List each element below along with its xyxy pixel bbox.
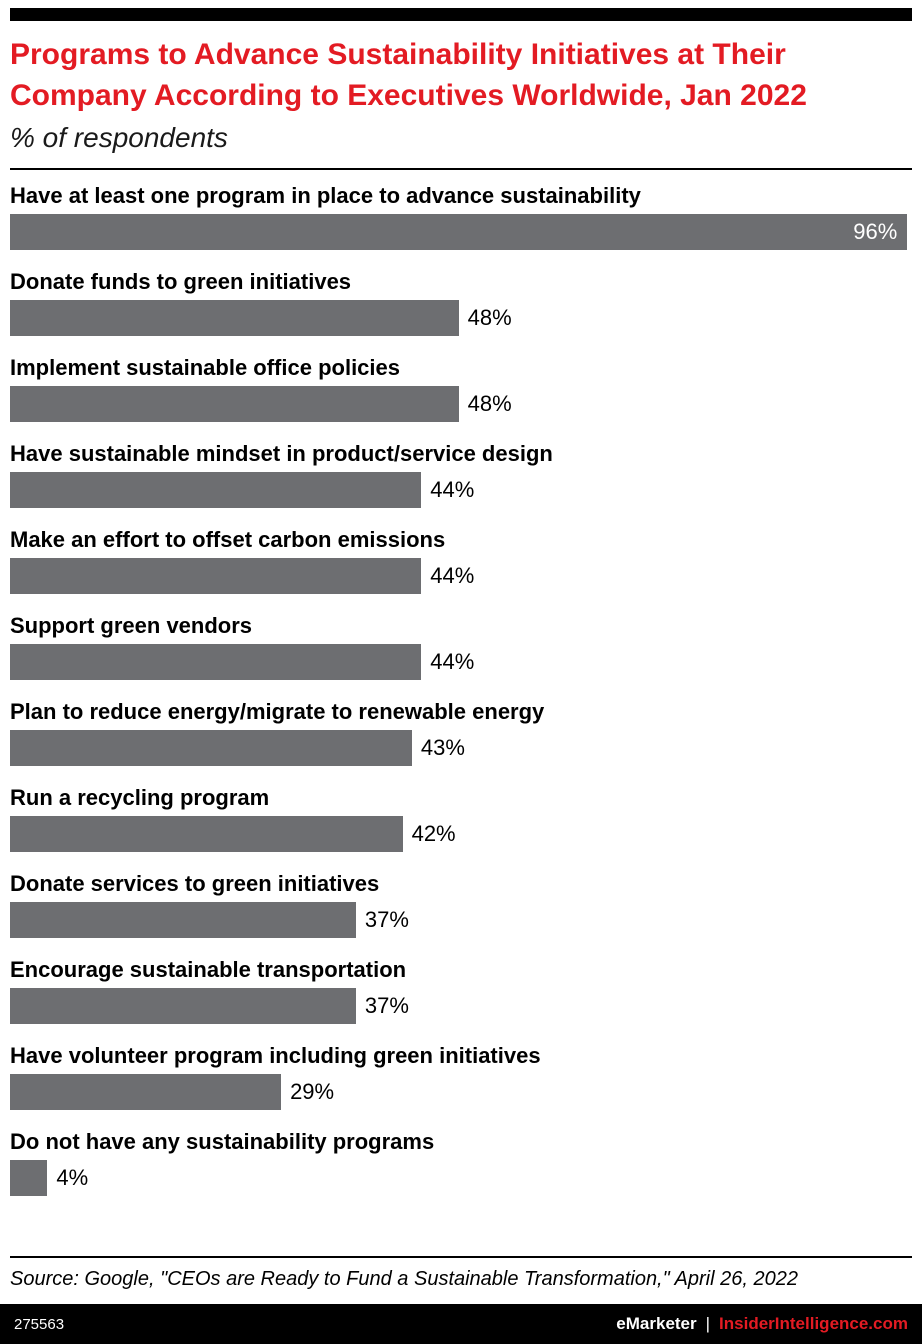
- bar-track: 96%: [10, 214, 912, 250]
- bar-value-label: 37%: [364, 907, 409, 932]
- bar-track: 44%: [10, 644, 912, 680]
- bar-category-label: Do not have any sustainability programs: [10, 1129, 435, 1154]
- bar-category-label: Make an effort to offset carbon emission…: [10, 527, 446, 552]
- bar: [10, 902, 356, 938]
- bar-track: 48%: [10, 300, 912, 336]
- bar-value-label: 37%: [364, 993, 409, 1018]
- bar-track: 29%: [10, 1074, 912, 1110]
- bar-row: Have volunteer program including green i…: [10, 1043, 912, 1110]
- brand-separator: |: [705, 1314, 711, 1333]
- bar-track: 44%: [10, 558, 912, 594]
- bar-track: 37%: [10, 902, 912, 938]
- bar: 96%: [10, 214, 908, 250]
- bar: [10, 558, 422, 594]
- bar: [10, 300, 459, 336]
- bar-row: Do not have any sustainability programs 4…: [10, 1129, 912, 1196]
- bar-track: 4%: [10, 1160, 912, 1196]
- chart-title: Programs to Advance Sustainability Initi…: [10, 38, 807, 112]
- brand-line: eMarketer | InsiderIntelligence.com: [616, 1314, 908, 1334]
- bar-category-label: Donate funds to green initiatives: [10, 269, 352, 294]
- bar-track: 42%: [10, 816, 912, 852]
- bar-value-label: 43%: [420, 735, 465, 760]
- source-note: Source: Google, "CEOs are Ready to Fund …: [10, 1268, 798, 1290]
- bar-value-label: 29%: [290, 1079, 335, 1104]
- bar-track: 44%: [10, 472, 912, 508]
- bar-row: Plan to reduce energy/migrate to renewab…: [10, 699, 912, 766]
- bar-row: Implement sustainable office policies 48%: [10, 355, 912, 422]
- bar-row: Have at least one program in place to ad…: [10, 183, 912, 250]
- bar-track: 43%: [10, 730, 912, 766]
- bar: [10, 386, 459, 422]
- bar-category-label: Have volunteer program including green i…: [10, 1043, 541, 1068]
- bar: [10, 730, 412, 766]
- bar-category-label: Encourage sustainable transportation: [10, 957, 407, 982]
- bar: [10, 988, 356, 1024]
- bar-value-label: 48%: [467, 391, 512, 416]
- bar-category-label: Implement sustainable office policies: [10, 355, 400, 380]
- header-divider: [10, 168, 912, 170]
- bar-category-label: Have sustainable mindset in product/serv…: [10, 441, 553, 466]
- bar-value-label: 44%: [430, 563, 475, 588]
- bar-value-label: 96%: [853, 219, 898, 244]
- bar-category-label: Donate services to green initiatives: [10, 871, 380, 896]
- bar-value-label: 42%: [411, 821, 456, 846]
- footer-bar: 275563 eMarketer | InsiderIntelligence.c…: [0, 1304, 922, 1344]
- bar-value-label: 44%: [430, 477, 475, 502]
- chart-id: 275563: [14, 1315, 65, 1333]
- bar: [10, 644, 422, 680]
- bar-value-label: 44%: [430, 649, 475, 674]
- bar: [10, 1074, 282, 1110]
- bar-track: 37%: [10, 988, 912, 1024]
- bar-category-label: Run a recycling program: [10, 785, 270, 810]
- brand-site-link[interactable]: InsiderIntelligence.com: [719, 1314, 908, 1333]
- bar-value-label: 48%: [467, 305, 512, 330]
- bar-row: Have sustainable mindset in product/serv…: [10, 441, 912, 508]
- bar-category-label: Support green vendors: [10, 613, 253, 638]
- chart-subtitle: % of respondents: [10, 122, 228, 153]
- bar-row: Donate funds to green initiatives 48%: [10, 269, 912, 336]
- bar-row: Encourage sustainable transportation 37%: [10, 957, 912, 1024]
- bar: [10, 1160, 48, 1196]
- bar-category-label: Plan to reduce energy/migrate to renewab…: [10, 699, 545, 724]
- footer-divider: [10, 1256, 912, 1258]
- bar-row: Run a recycling program 42%: [10, 785, 912, 852]
- brand-emarketer: eMarketer: [616, 1314, 697, 1333]
- bar-track: 48%: [10, 386, 912, 422]
- bar-chart: Have at least one program in place to ad…: [10, 183, 912, 1256]
- bar: [10, 816, 403, 852]
- top-rule: [10, 8, 912, 21]
- bar: [10, 472, 422, 508]
- bar-row: Make an effort to offset carbon emission…: [10, 527, 912, 594]
- bar-row: Support green vendors 44%: [10, 613, 912, 680]
- bar-row: Donate services to green initiatives 37%: [10, 871, 912, 938]
- bar-category-label: Have at least one program in place to ad…: [10, 183, 641, 208]
- bar-value-label: 4%: [56, 1165, 89, 1190]
